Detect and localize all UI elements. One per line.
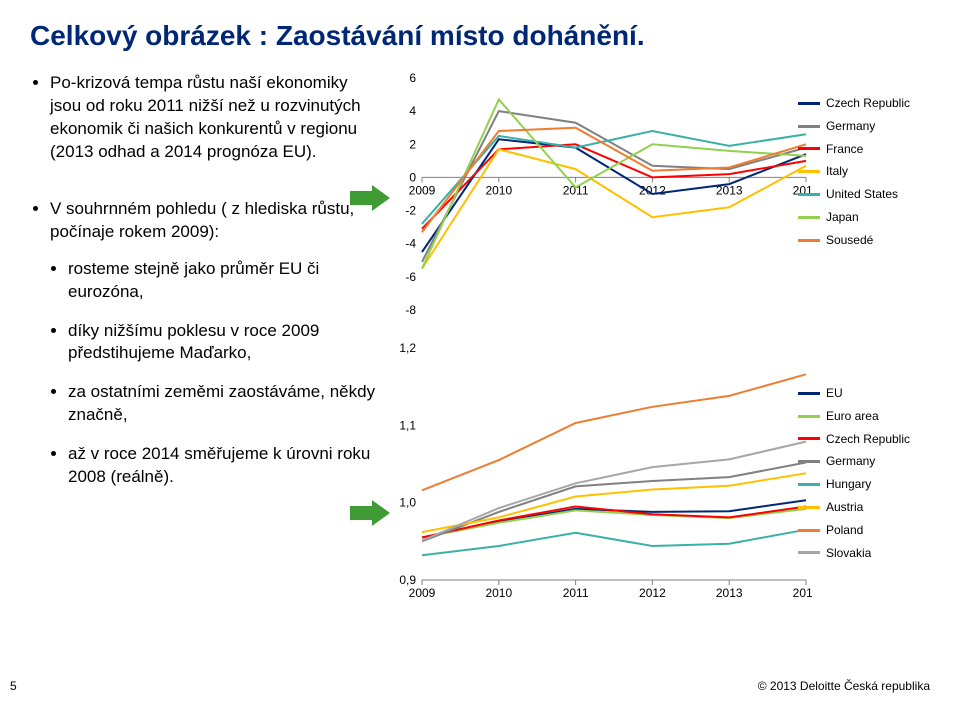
svg-text:2009: 2009 [409,183,436,197]
svg-text:2013: 2013 [716,586,743,600]
chart2-wrapper: 2009 2010 2011 2012 2013 2014 0,9 1,0 1,1 1,2 EUEu… [392,342,930,602]
svg-text:2010: 2010 [486,183,513,197]
svg-text:-2: -2 [405,204,416,218]
slide: Celkový obrázek : Zaostávání místo dohán… [0,0,960,701]
legend-item: Sousedé [798,229,910,252]
legend-item: Austria [798,496,910,519]
svg-text:1,2: 1,2 [399,342,416,355]
page-title: Celkový obrázek : Zaostávání místo dohán… [30,20,930,52]
legend-label: Germany [826,115,875,138]
legend-swatch [798,392,820,395]
page-number: 5 [10,679,17,693]
arrow-poly-2 [350,500,390,526]
legend-swatch [798,460,820,463]
svg-text:-8: -8 [405,303,416,317]
subbullet-3: za ostatními zeměmi zaostáváme, někdy zn… [68,381,382,427]
chart1-legend: Czech RepublicGermanyFranceItalyUnited S… [798,92,910,252]
svg-text:0: 0 [409,170,416,184]
chart1-wrapper: 200920102011201220132014-8-6-4-20246Czec… [392,72,930,332]
svg-text:-4: -4 [405,237,416,251]
svg-text:2011: 2011 [563,586,589,600]
bullet-2: V souhrnném pohledu ( z hlediska růstu, … [50,198,382,489]
legend-item: Hungary [798,473,910,496]
legend-swatch [798,125,820,128]
subbullet-2: díky nižšímu poklesu v roce 2009 předsti… [68,320,382,366]
chart2-svg: 2009 2010 2011 2012 2013 2014 0,9 1,0 1,1 1,2 [392,342,812,602]
arrow-icon-1 [350,185,390,211]
legend-label: United States [826,183,898,206]
legend-item: Euro area [798,405,910,428]
legend-label: Euro area [826,405,879,428]
subbullet-4: až v roce 2014 směřujeme k úrovni roku 2… [68,443,382,489]
legend-swatch [798,551,820,554]
legend-item: Japan [798,206,910,229]
legend-label: EU [826,382,843,405]
legend-swatch [798,193,820,196]
content: Po-krizová tempa růstu naší ekonomiky js… [30,72,930,612]
legend-label: Italy [826,160,848,183]
svg-text:6: 6 [409,72,416,85]
subbullet-1: rosteme stejně jako průměr EU či eurozón… [68,258,382,304]
legend-item: Germany [798,450,910,473]
copyright: © 2013 Deloitte Česká republika [758,679,930,693]
svg-text:2014: 2014 [793,586,812,600]
legend-swatch [798,102,820,105]
bullet-2-text: V souhrnném pohledu ( z hlediska růstu, … [50,199,354,241]
legend-label: Hungary [826,473,871,496]
chart2-legend: EUEuro areaCzech RepublicGermanyHungaryA… [798,382,910,564]
text-column: Po-krizová tempa růstu naší ekonomiky js… [30,72,382,612]
legend-item: Czech Republic [798,92,910,115]
svg-text:2010: 2010 [486,586,513,600]
legend-label: Japan [826,206,859,229]
legend-item: Italy [798,160,910,183]
svg-text:4: 4 [409,104,416,118]
svg-text:2: 2 [409,137,416,151]
svg-text:2012: 2012 [639,183,666,197]
legend-label: Czech Republic [826,92,910,115]
legend-label: Poland [826,519,863,542]
legend-item: EU [798,382,910,405]
legend-swatch [798,216,820,219]
svg-text:2009: 2009 [409,586,436,600]
legend-label: Slovakia [826,542,871,565]
arrow-poly-1 [350,185,390,211]
legend-label: France [826,138,863,161]
charts-column: 2009 2010 2011 2012 2013 2014 -8 -6 -4 -2 0 2 4 6 Czec… [392,72,930,612]
legend-swatch [798,506,820,509]
legend-swatch [798,239,820,242]
legend-item: Czech Republic [798,428,910,451]
legend-label: Czech Republic [826,428,910,451]
chart1-svg: 200920102011201220132014-8-6-4-20246 [392,72,812,332]
arrow-icon-2 [350,500,390,526]
legend-swatch [798,483,820,486]
legend-label: Germany [826,450,875,473]
svg-text:1,0: 1,0 [399,496,416,510]
legend-item: France [798,138,910,161]
svg-text:2012: 2012 [639,586,666,600]
svg-text:1,1: 1,1 [399,418,416,432]
legend-item: Poland [798,519,910,542]
legend-item: Germany [798,115,910,138]
legend-swatch [798,170,820,173]
legend-label: Sousedé [826,229,873,252]
svg-text:0,9: 0,9 [399,573,416,587]
bullet-1: Po-krizová tempa růstu naší ekonomiky js… [50,72,382,164]
legend-item: United States [798,183,910,206]
legend-swatch [798,529,820,532]
svg-text:-6: -6 [405,270,416,284]
legend-label: Austria [826,496,863,519]
legend-swatch [798,415,820,418]
svg-text:2011: 2011 [563,183,589,197]
legend-swatch [798,147,820,150]
legend-item: Slovakia [798,542,910,565]
legend-swatch [798,437,820,440]
